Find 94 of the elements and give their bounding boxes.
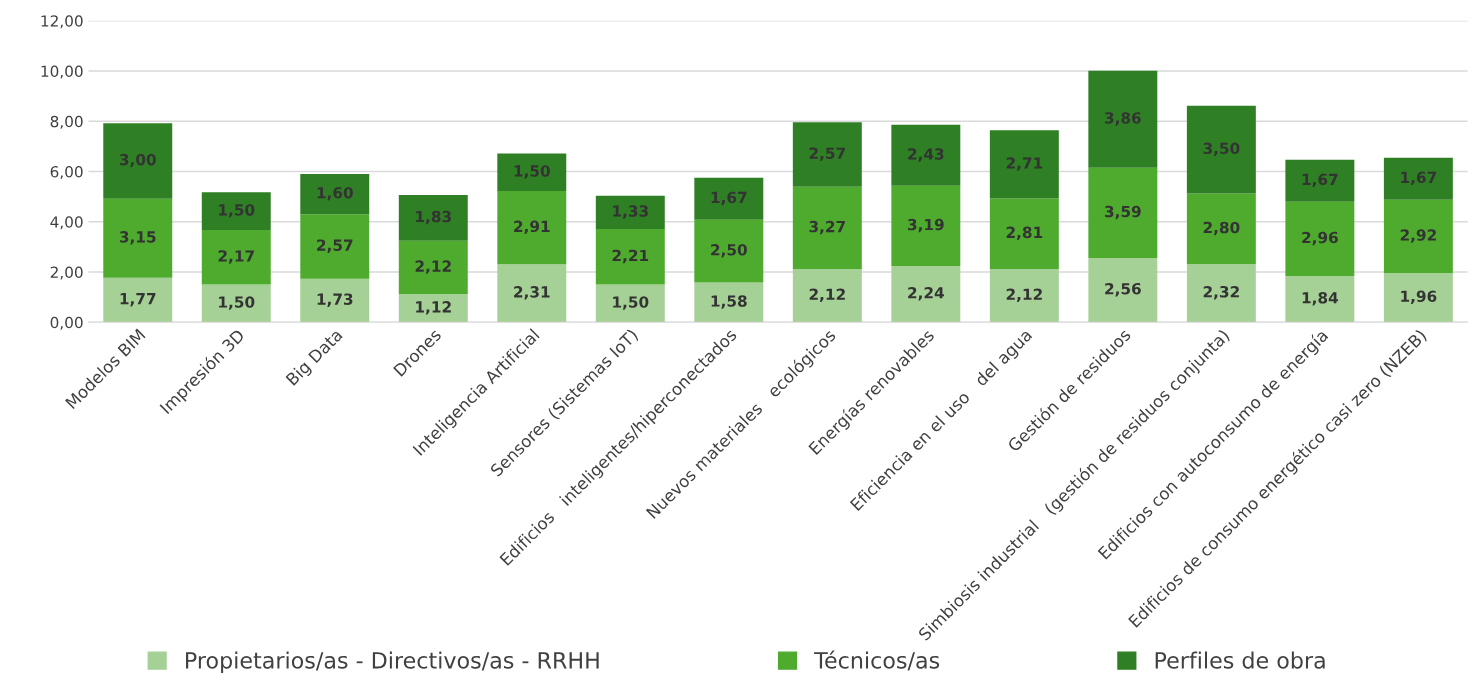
- y-tick-label: 2,00: [50, 266, 83, 280]
- bar: [989, 268, 1059, 323]
- data-label: 1,50: [514, 165, 550, 179]
- data-label: 2,12: [809, 288, 845, 302]
- data-label: 2,21: [612, 249, 649, 264]
- data-label: 3,50: [1203, 142, 1240, 157]
- bar: [989, 198, 1059, 269]
- data-label: 2,50: [711, 244, 747, 258]
- data-label: 2,43: [908, 148, 944, 162]
- data-label: 3,27: [809, 220, 845, 235]
- bar: [1285, 276, 1355, 323]
- bar: [201, 284, 271, 323]
- data-label: 2,91: [514, 220, 550, 235]
- data-label: 2,12: [415, 260, 451, 274]
- bar: [1088, 257, 1158, 323]
- legend-label: Perfiles de obra: [1155, 651, 1325, 669]
- bar: [300, 278, 370, 323]
- data-label: 1,60: [317, 187, 353, 201]
- bar: [103, 123, 173, 199]
- y-tick-label: 4,00: [50, 216, 83, 230]
- data-label: 2,32: [1203, 285, 1239, 300]
- bar: [595, 195, 665, 230]
- bar: [300, 214, 370, 279]
- bar: [1186, 193, 1256, 264]
- bar: [891, 185, 961, 266]
- data-label: 1,84: [1302, 292, 1339, 306]
- bar: [694, 219, 764, 283]
- bar: [201, 192, 271, 231]
- data-label: 3,15: [119, 231, 156, 245]
- y-tick-label: 12,00: [41, 15, 83, 29]
- y-tick-label: 8,00: [50, 115, 83, 129]
- data-label: 1,50: [219, 204, 255, 218]
- bar: [398, 240, 468, 295]
- bar: [201, 230, 271, 285]
- y-tick-label: 10,00: [41, 65, 83, 79]
- data-label: 1,33: [613, 205, 648, 219]
- data-label: 2,17: [218, 250, 254, 264]
- data-label: 1,67: [1401, 171, 1436, 186]
- data-label: 3,59: [1105, 205, 1141, 220]
- data-label: 1,73: [317, 293, 353, 307]
- bar: [989, 130, 1059, 199]
- bar: [398, 194, 468, 241]
- data-label: 3,00: [119, 153, 156, 168]
- legend-label: Técnicos/as: [814, 650, 940, 671]
- bar: [497, 264, 567, 323]
- bar: [694, 177, 764, 220]
- bar: [1088, 70, 1158, 168]
- data-label: 2,80: [1203, 221, 1240, 236]
- bar: [103, 277, 173, 323]
- data-label: 2,81: [1006, 226, 1043, 241]
- data-label: 2,57: [317, 239, 353, 253]
- bar: [792, 122, 862, 187]
- legend-label: Propietarios/as - Directivos/as - RRHH: [186, 651, 599, 673]
- bar: [497, 191, 567, 265]
- bar: [103, 198, 173, 278]
- bar: [398, 294, 468, 323]
- data-label: 2,96: [1302, 231, 1338, 246]
- y-tick-label: 0,00: [50, 316, 83, 330]
- data-label: 3,86: [1105, 112, 1141, 126]
- data-label: 2,24: [908, 286, 944, 301]
- data-label: 1,67: [711, 191, 747, 206]
- bar: [891, 124, 961, 186]
- bar: [694, 282, 764, 323]
- data-label: 1,50: [613, 296, 649, 310]
- bar: [300, 174, 370, 215]
- data-label: 2,57: [809, 147, 845, 161]
- data-label: 3,19: [908, 218, 944, 233]
- data-label: 1,67: [1302, 173, 1338, 188]
- bar: [891, 265, 961, 323]
- data-label: 1,58: [711, 295, 747, 309]
- bar: [1285, 159, 1355, 202]
- bar: [1285, 201, 1355, 277]
- y-tick-label: 6,00: [50, 165, 83, 180]
- bar: [1186, 105, 1256, 194]
- data-label: 1,96: [1401, 290, 1437, 305]
- bar: [792, 186, 862, 269]
- bar: [1383, 199, 1453, 274]
- bar: [595, 284, 665, 323]
- bar: [1383, 157, 1453, 200]
- data-label: 1,77: [120, 293, 156, 307]
- data-label: 1,12: [416, 301, 451, 315]
- bar: [497, 153, 567, 192]
- data-label: 1,83: [416, 210, 451, 225]
- bar: [1383, 273, 1453, 323]
- bar: [1186, 263, 1256, 323]
- data-label: 2,56: [1105, 282, 1141, 297]
- data-label: 2,31: [514, 286, 550, 300]
- bar: [595, 229, 665, 285]
- bar: [1088, 167, 1158, 258]
- data-label: 2,12: [1006, 288, 1042, 302]
- data-label: 1,50: [219, 296, 255, 310]
- bar: [792, 268, 862, 323]
- data-label: 2,92: [1400, 229, 1436, 243]
- data-label: 2,71: [1006, 157, 1043, 171]
